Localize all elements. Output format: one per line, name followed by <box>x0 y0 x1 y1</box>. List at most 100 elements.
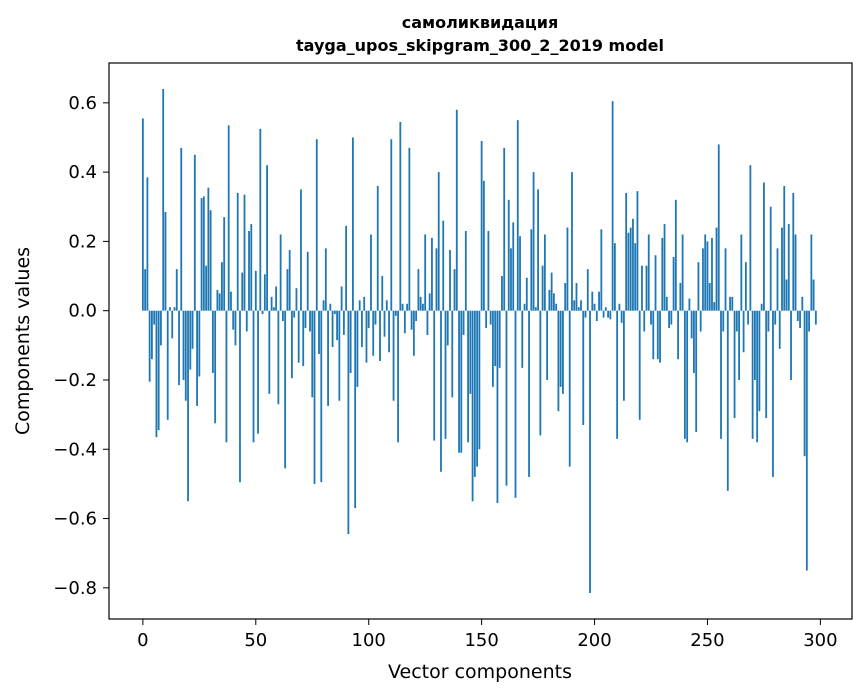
bar-14 <box>173 307 176 311</box>
bar-74 <box>309 310 311 332</box>
bar-254 <box>715 227 718 311</box>
bar-199 <box>591 291 594 311</box>
bar-27 <box>202 196 205 311</box>
bar-131 <box>437 172 440 311</box>
bar-28 <box>205 265 208 311</box>
bar-33 <box>216 289 219 311</box>
x-tick-label: 300 <box>803 630 837 651</box>
bar-57 <box>270 296 273 311</box>
y-tick-label: 0.2 <box>68 231 97 252</box>
bar-222 <box>643 310 646 332</box>
bar-124 <box>422 303 424 311</box>
bar-272 <box>756 310 759 443</box>
bar-293 <box>803 310 806 457</box>
bar-192 <box>575 282 578 311</box>
bar-100 <box>367 310 370 329</box>
bar-206 <box>607 310 609 318</box>
bar-212 <box>620 310 623 323</box>
bar-298 <box>814 310 817 325</box>
bar-261 <box>731 296 734 311</box>
bar-251 <box>708 282 711 311</box>
bar-180 <box>548 289 551 311</box>
bar-119 <box>410 310 413 330</box>
bar-95 <box>356 310 359 387</box>
bar-252 <box>711 237 713 311</box>
bar-159 <box>501 276 503 311</box>
bar-282 <box>778 310 781 349</box>
bar-154 <box>489 310 492 325</box>
bar-187 <box>564 282 567 311</box>
bar-102 <box>372 310 375 356</box>
bar-165 <box>514 310 517 498</box>
bar-195 <box>582 310 585 426</box>
bar-240 <box>683 310 686 439</box>
bar-44 <box>241 272 244 311</box>
bar-234 <box>670 310 673 325</box>
bar-273 <box>758 310 761 412</box>
bar-88 <box>340 286 343 311</box>
bar-99 <box>365 310 368 363</box>
bar-177 <box>541 265 544 311</box>
bar-258 <box>724 248 727 311</box>
bar-158 <box>498 310 501 368</box>
bar-110 <box>390 139 393 311</box>
bar-69 <box>297 310 300 363</box>
bar-7 <box>157 310 160 431</box>
bar-2 <box>146 177 149 311</box>
bar-143 <box>464 231 467 311</box>
bar-106 <box>381 276 384 311</box>
bar-87 <box>338 310 341 401</box>
bar-160 <box>503 147 506 311</box>
bar-78 <box>318 310 320 354</box>
bar-67 <box>293 310 296 318</box>
bar-3 <box>148 310 151 382</box>
bar-285 <box>785 279 788 311</box>
bar-81 <box>324 248 327 311</box>
bar-152 <box>485 310 488 329</box>
bar-128 <box>431 237 433 311</box>
bar-297 <box>812 279 815 311</box>
bar-202 <box>598 291 600 311</box>
bar-294 <box>805 310 808 571</box>
bar-105 <box>379 310 381 361</box>
bar-56 <box>268 310 271 394</box>
bar-290 <box>796 310 799 322</box>
bar-204 <box>602 310 605 318</box>
bar-24 <box>196 310 198 406</box>
bar-126 <box>426 310 429 335</box>
bar-208 <box>611 101 614 311</box>
bar-94 <box>354 310 357 509</box>
bar-120 <box>412 310 415 356</box>
bar-231 <box>663 224 666 311</box>
bar-230 <box>661 237 664 311</box>
bar-244 <box>693 310 695 374</box>
bar-129 <box>433 310 436 441</box>
bar-49 <box>252 310 255 443</box>
bar-249 <box>704 234 707 311</box>
y-tick-label: 0.0 <box>68 301 97 322</box>
bar-289 <box>794 234 797 311</box>
bar-50 <box>254 270 257 311</box>
bar-12 <box>169 307 171 311</box>
bar-35 <box>221 262 223 311</box>
chart-subtitle: tayga_upos_skipgram_300_2_2019 model <box>296 36 664 55</box>
bar-233 <box>668 310 670 329</box>
bar-245 <box>695 310 698 432</box>
bar-275 <box>763 182 765 311</box>
bar-117 <box>406 303 409 311</box>
bar-166 <box>516 120 519 311</box>
bar-288 <box>792 192 795 311</box>
bar-178 <box>543 234 546 311</box>
bar-84 <box>331 310 334 348</box>
bar-153 <box>487 231 490 311</box>
bar-179 <box>546 310 549 380</box>
bar-149 <box>478 310 481 450</box>
bar-38 <box>227 125 230 311</box>
bar-176 <box>539 310 542 436</box>
bar-243 <box>690 310 693 339</box>
bar-31 <box>211 310 214 374</box>
bar-279 <box>772 310 774 477</box>
bar-168 <box>521 310 524 368</box>
bar-281 <box>776 248 779 311</box>
bar-291 <box>799 310 801 329</box>
